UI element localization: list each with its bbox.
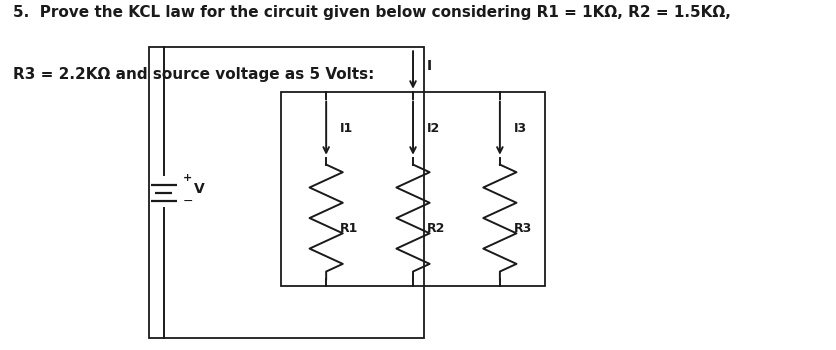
Text: −: − — [183, 195, 193, 208]
Bar — [149, 47, 424, 338]
Text: R3 = 2.2KΩ and source voltage as 5 Volts:: R3 = 2.2KΩ and source voltage as 5 Volts… — [13, 67, 374, 82]
Text: V: V — [193, 182, 204, 196]
Text: 5.  Prove the KCL law for the circuit given below considering R1 = 1KΩ, R2 = 1.5: 5. Prove the KCL law for the circuit giv… — [13, 5, 730, 20]
Text: +: + — [183, 174, 192, 183]
Text: R1: R1 — [339, 222, 358, 235]
Text: I3: I3 — [512, 121, 526, 135]
Text: I1: I1 — [339, 121, 353, 135]
Text: I: I — [426, 60, 431, 74]
Text: R3: R3 — [512, 222, 531, 235]
Text: I2: I2 — [426, 121, 440, 135]
Bar — [281, 92, 544, 286]
Text: R2: R2 — [426, 222, 445, 235]
